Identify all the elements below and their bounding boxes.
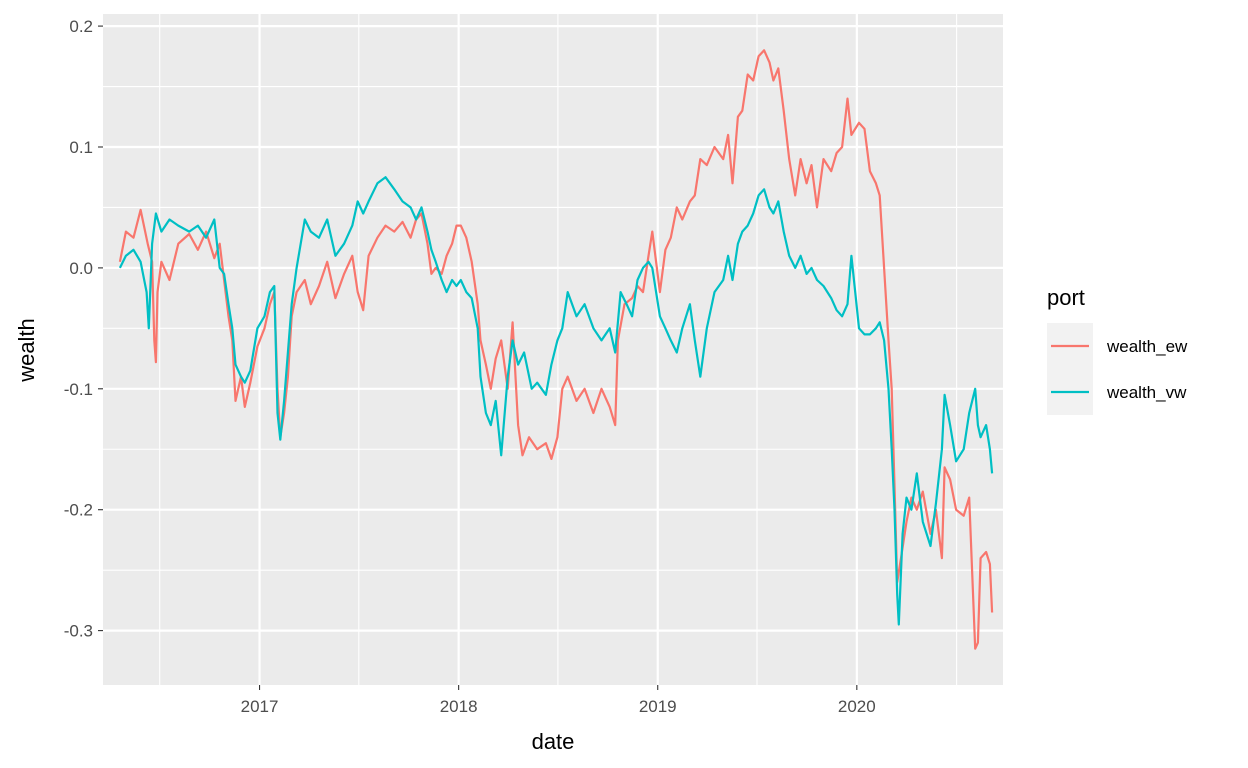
legend: port wealth_ew wealth_vw [1047, 285, 1188, 415]
y-tick-label: 0.2 [69, 17, 93, 36]
grid-minor [103, 14, 1003, 685]
x-tick-label: 2017 [241, 697, 279, 716]
series-lines [118, 49, 994, 650]
series-line-wealth-vw [118, 176, 994, 626]
x-tick-label: 2020 [838, 697, 876, 716]
legend-title: port [1047, 285, 1085, 310]
x-tick-label: 2019 [639, 697, 677, 716]
x-axis: 2017 2018 2019 2020 [241, 685, 876, 716]
y-axis: -0.3 -0.2 -0.1 0.0 0.1 0.2 [64, 17, 103, 641]
legend-label: wealth_ew [1106, 337, 1188, 356]
plot-panel [103, 14, 1003, 685]
legend-label: wealth_vw [1106, 383, 1187, 402]
y-tick-label: -0.3 [64, 622, 93, 641]
y-tick-label: 0.0 [69, 259, 93, 278]
y-axis-title: wealth [14, 318, 39, 383]
x-axis-title: date [532, 729, 575, 754]
y-tick-label: -0.1 [64, 380, 93, 399]
series-line-wealth-ew [118, 49, 994, 650]
y-tick-label: 0.1 [69, 138, 93, 157]
legend-items: wealth_ew wealth_vw [1047, 323, 1188, 415]
y-tick-label: -0.2 [64, 501, 93, 520]
x-tick-label: 2018 [440, 697, 478, 716]
